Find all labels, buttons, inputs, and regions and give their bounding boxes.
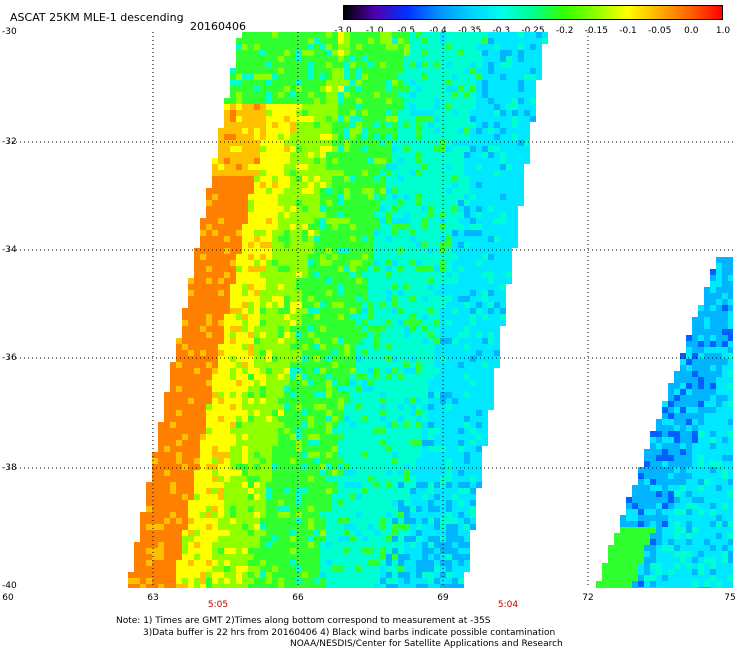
latitude-label: -32 — [2, 137, 17, 147]
colorbar-tick-label: -0.25 — [521, 26, 545, 36]
credit-line: NOAA/NESDIS/Center for Satellite Applica… — [290, 639, 563, 649]
swath-map — [8, 32, 733, 588]
latitude-label: -40 — [2, 581, 17, 591]
footnote-line-2: 3)Data buffer is 22 hrs from 20160406 4)… — [143, 628, 556, 638]
latitude-label: -30 — [2, 27, 17, 37]
longitude-label: 72 — [582, 593, 594, 603]
latitude-label: -36 — [2, 353, 17, 363]
colorbar-tick-label: 1.0 — [715, 26, 731, 36]
product-title: ASCAT 25KM MLE-1 descending — [10, 11, 184, 24]
swath-cells — [128, 32, 733, 588]
colorbar-tick-label: -0.35 — [458, 26, 482, 36]
colorbar-tick-label: -0.2 — [555, 26, 574, 36]
time-label-left: 5:05 — [207, 600, 229, 610]
latitude-label: -34 — [2, 245, 17, 255]
colorbar-tick-label: -1.0 — [365, 26, 384, 36]
footnote-line-1: Note: 1) Times are GMT 2)Times along bot… — [116, 616, 491, 626]
colorbar-tick-label: -3.0 — [334, 26, 352, 36]
longitude-label: 60 — [2, 593, 14, 603]
longitude-label: 63 — [147, 593, 159, 603]
colorbar-tick-label: -0.5 — [397, 26, 416, 36]
time-label-right: 5:04 — [497, 600, 519, 610]
colorbar-tick-label: -0.05 — [648, 26, 672, 36]
colorbar-tick-label: -0.4 — [429, 26, 447, 36]
colorbar-tick-label: -0.1 — [619, 26, 637, 36]
colorbar-tick-label: -0.3 — [492, 26, 511, 36]
product-date: 20160406 — [190, 20, 246, 33]
colorbar-tick-label: -0.15 — [584, 26, 608, 36]
graticule — [8, 32, 733, 588]
longitude-label: 66 — [292, 593, 304, 603]
colorbar-tick-label: 0.0 — [684, 26, 699, 36]
longitude-label: 69 — [437, 593, 449, 603]
latitude-label: -38 — [2, 463, 17, 473]
colorbar — [343, 5, 723, 20]
longitude-label: 75 — [724, 593, 736, 603]
